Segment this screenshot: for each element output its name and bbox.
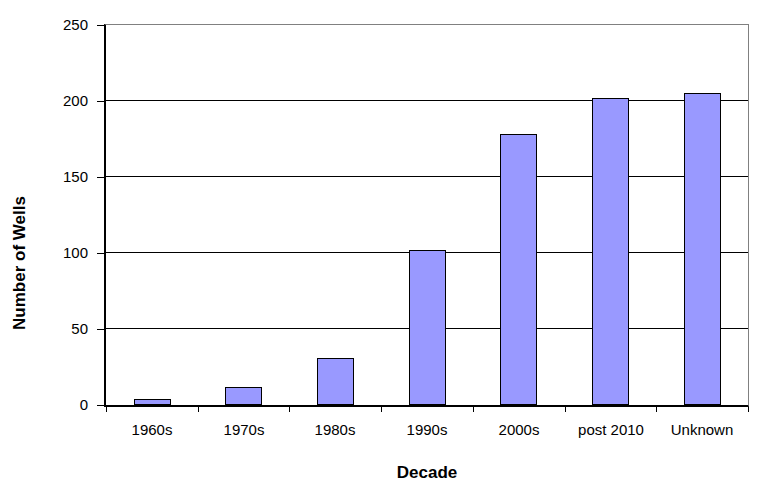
y-tick-mark-250 [97, 25, 104, 26]
y-tick-mark-100 [97, 253, 104, 254]
y-tick-mark-200 [97, 101, 104, 102]
bar-1980s [317, 358, 354, 405]
y-axis-title: Number of Wells [10, 196, 30, 330]
x-tick-mark-7 [748, 407, 749, 412]
x-tick-label-1990s: 1990s [381, 421, 473, 438]
x-tick-label-2000s: 2000s [473, 421, 565, 438]
x-tick-label-1980s: 1980s [289, 421, 381, 438]
y-tick-label-50: 50 [40, 321, 88, 337]
x-tick-label-post-2010: post 2010 [565, 421, 657, 438]
x-tick-mark-2 [289, 407, 290, 412]
y-tick-label-250: 250 [40, 17, 88, 33]
y-tick-label-0: 0 [40, 397, 88, 413]
x-tick-mark-5 [565, 407, 566, 412]
x-tick-label-1970s: 1970s [198, 421, 290, 438]
bar-1990s [409, 250, 446, 405]
x-tick-mark-6 [656, 407, 657, 412]
x-tick-label-unknown: Unknown [656, 421, 748, 438]
bar-1970s [225, 387, 262, 405]
x-tick-mark-3 [381, 407, 382, 412]
x-tick-mark-4 [473, 407, 474, 412]
bar-chart: Number of Wells Decade 0 50 100 150 200 250 19… [0, 0, 767, 499]
x-tick-label-1960s: 1960s [106, 421, 198, 438]
y-tick-label-100: 100 [40, 245, 88, 261]
bar-2000s [500, 134, 537, 405]
bar-post-2010 [592, 98, 629, 405]
bar-unknown [684, 93, 721, 405]
x-tick-mark-1 [198, 407, 199, 412]
gridline-150 [106, 176, 748, 177]
x-axis-title: Decade [397, 463, 457, 483]
bar-1960s [134, 399, 171, 405]
gridline-200 [106, 100, 748, 101]
y-tick-mark-150 [97, 177, 104, 178]
y-tick-label-200: 200 [40, 93, 88, 109]
y-tick-mark-0 [97, 405, 104, 406]
y-tick-label-150: 150 [40, 169, 88, 185]
x-tick-mark-0 [106, 407, 107, 412]
y-tick-mark-50 [97, 329, 104, 330]
plot-area [104, 24, 749, 407]
